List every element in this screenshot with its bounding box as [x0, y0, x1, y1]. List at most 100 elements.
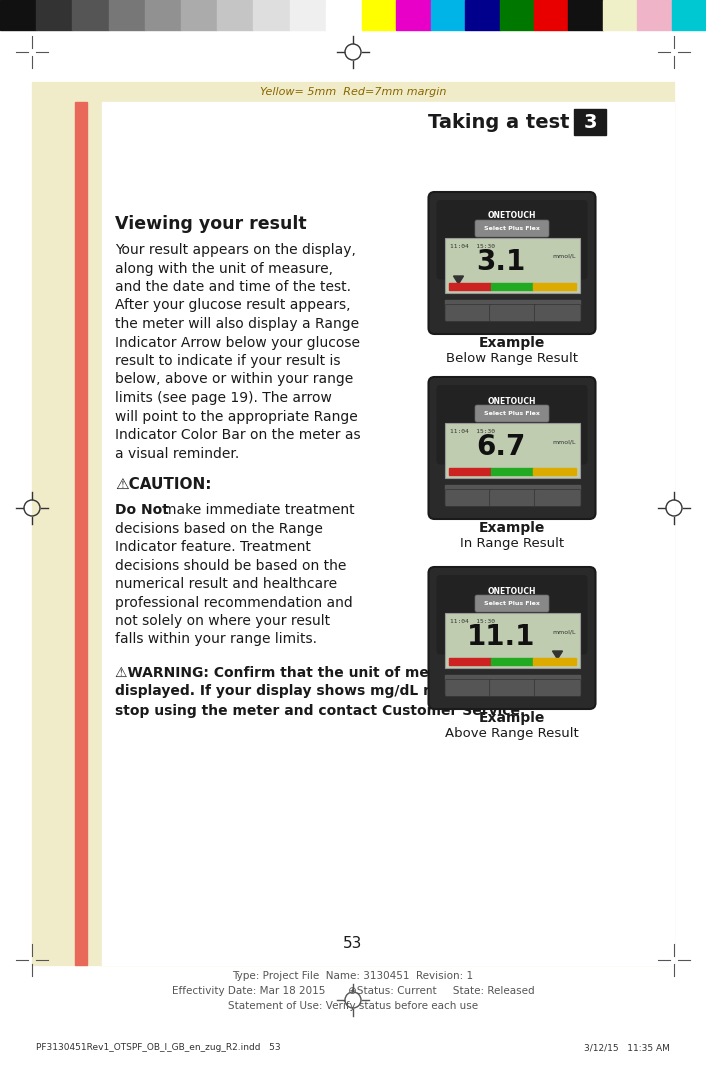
Bar [362, 0, 396, 30]
Text: 6.7: 6.7 [477, 433, 526, 461]
Text: 53: 53 [343, 935, 363, 950]
FancyBboxPatch shape [475, 594, 549, 612]
Text: 11:04  15:30: 11:04 15:30 [450, 429, 494, 434]
Text: 3.1: 3.1 [477, 248, 526, 276]
Text: ONETOUCH: ONETOUCH [488, 397, 537, 405]
Text: mmol/L: mmol/L [552, 629, 575, 634]
Text: 3/12/15   11:35 AM: 3/12/15 11:35 AM [584, 1044, 670, 1052]
Bar [445, 675, 580, 680]
Text: below, above or within your range: below, above or within your range [115, 373, 353, 387]
Text: Effectivity Date: Mar 18 2015       ⊕Status: Current     State: Released: Effectivity Date: Mar 18 2015 ⊕Status: C… [172, 986, 534, 997]
Text: Yellow= 5mm  Red=7mm margin: Yellow= 5mm Red=7mm margin [260, 87, 446, 97]
Bar [73, 0, 109, 30]
Text: mmol/L: mmol/L [552, 254, 575, 259]
Text: Do Not: Do Not [115, 503, 169, 517]
Bar [534, 0, 568, 30]
FancyBboxPatch shape [429, 192, 595, 334]
Bar [491, 468, 533, 475]
Text: the meter will also display a Range: the meter will also display a Range [115, 317, 359, 331]
Bar [445, 238, 580, 293]
Bar [465, 0, 500, 30]
Text: Your result appears on the display,: Your result appears on the display, [115, 243, 356, 257]
Text: Select Plus Flex: Select Plus Flex [484, 226, 540, 231]
Bar [253, 0, 289, 30]
Bar [671, 0, 706, 30]
Bar [533, 468, 575, 475]
FancyBboxPatch shape [534, 304, 581, 321]
Text: numerical result and healthcare: numerical result and healthcare [115, 577, 337, 591]
FancyBboxPatch shape [429, 377, 595, 519]
Text: 11:04  15:30: 11:04 15:30 [450, 244, 494, 249]
FancyBboxPatch shape [436, 385, 587, 464]
Text: After your glucose result appears,: After your glucose result appears, [115, 299, 350, 313]
FancyBboxPatch shape [475, 220, 549, 236]
FancyBboxPatch shape [429, 567, 595, 710]
Bar [491, 658, 533, 665]
Bar [109, 0, 145, 30]
Text: Indicator Color Bar on the meter as: Indicator Color Bar on the meter as [115, 428, 361, 442]
Bar [36, 0, 73, 30]
FancyBboxPatch shape [445, 679, 491, 697]
Text: Indicator Arrow below your glucose: Indicator Arrow below your glucose [115, 335, 360, 349]
Bar [32, 102, 674, 965]
Text: mmol/L: mmol/L [552, 439, 575, 444]
Text: Viewing your result: Viewing your result [115, 215, 306, 233]
Text: a visual reminder.: a visual reminder. [115, 446, 239, 460]
Bar [491, 283, 533, 290]
Bar [396, 0, 431, 30]
Text: decisions should be based on the: decisions should be based on the [115, 559, 347, 573]
Text: Type: Project File  Name: 3130451  Revision: 1: Type: Project File Name: 3130451 Revisio… [232, 971, 474, 981]
Text: 11:04  15:30: 11:04 15:30 [450, 619, 494, 623]
Bar [325, 0, 362, 30]
Bar [102, 102, 674, 965]
Text: ⚠CAUTION:: ⚠CAUTION: [115, 477, 212, 492]
Text: Select Plus Flex: Select Plus Flex [484, 601, 540, 606]
FancyBboxPatch shape [490, 489, 537, 506]
Text: PF3130451Rev1_OTSPF_OB_I_GB_en_zug_R2.indd   53: PF3130451Rev1_OTSPF_OB_I_GB_en_zug_R2.in… [36, 1044, 280, 1052]
FancyBboxPatch shape [445, 489, 491, 506]
Text: along with the unit of measure,: along with the unit of measure, [115, 261, 333, 275]
Bar [448, 468, 491, 475]
Bar [445, 300, 580, 305]
Text: ONETOUCH: ONETOUCH [488, 212, 537, 220]
Text: Below Range Result: Below Range Result [446, 352, 578, 366]
Polygon shape [553, 651, 563, 659]
Bar [0, 0, 36, 30]
Text: ⚠WARNING: Confirm that the unit of measure mmol/L is: ⚠WARNING: Confirm that the unit of measu… [115, 665, 553, 679]
Text: ONETOUCH: ONETOUCH [488, 587, 537, 596]
Bar [445, 613, 580, 668]
Text: will point to the appropriate Range: will point to the appropriate Range [115, 410, 358, 424]
Polygon shape [453, 276, 464, 284]
Text: professional recommendation and: professional recommendation and [115, 596, 353, 610]
FancyBboxPatch shape [475, 405, 549, 422]
Bar [574, 109, 606, 135]
Text: Example: Example [479, 336, 545, 350]
Bar [431, 0, 465, 30]
Bar [445, 485, 580, 490]
Text: Select Plus Flex: Select Plus Flex [484, 411, 540, 416]
Text: stop using the meter and contact Customer Service.: stop using the meter and contact Custome… [115, 704, 525, 718]
Bar [217, 0, 253, 30]
FancyBboxPatch shape [490, 679, 537, 697]
Text: limits (see page 19). The arrow: limits (see page 19). The arrow [115, 391, 332, 405]
Bar [181, 0, 217, 30]
Bar [568, 0, 603, 30]
Text: falls within your range limits.: falls within your range limits. [115, 632, 317, 646]
Bar [448, 283, 491, 290]
Text: In Range Result: In Range Result [460, 538, 564, 550]
Bar [533, 658, 575, 665]
Text: Statement of Use: Verify status before each use: Statement of Use: Verify status before e… [228, 1001, 478, 1010]
Bar [32, 82, 674, 102]
Text: 11.1: 11.1 [467, 624, 535, 651]
Text: Example: Example [479, 521, 545, 535]
Text: Above Range Result: Above Range Result [445, 727, 579, 740]
FancyBboxPatch shape [436, 200, 587, 280]
Text: decisions based on the Range: decisions based on the Range [115, 521, 323, 535]
Text: Taking a test: Taking a test [429, 113, 570, 131]
Text: and the date and time of the test.: and the date and time of the test. [115, 280, 351, 293]
Bar [145, 0, 181, 30]
Bar [448, 658, 491, 665]
Text: 3: 3 [583, 113, 597, 131]
Text: not solely on where your result: not solely on where your result [115, 614, 330, 628]
Bar [289, 0, 325, 30]
